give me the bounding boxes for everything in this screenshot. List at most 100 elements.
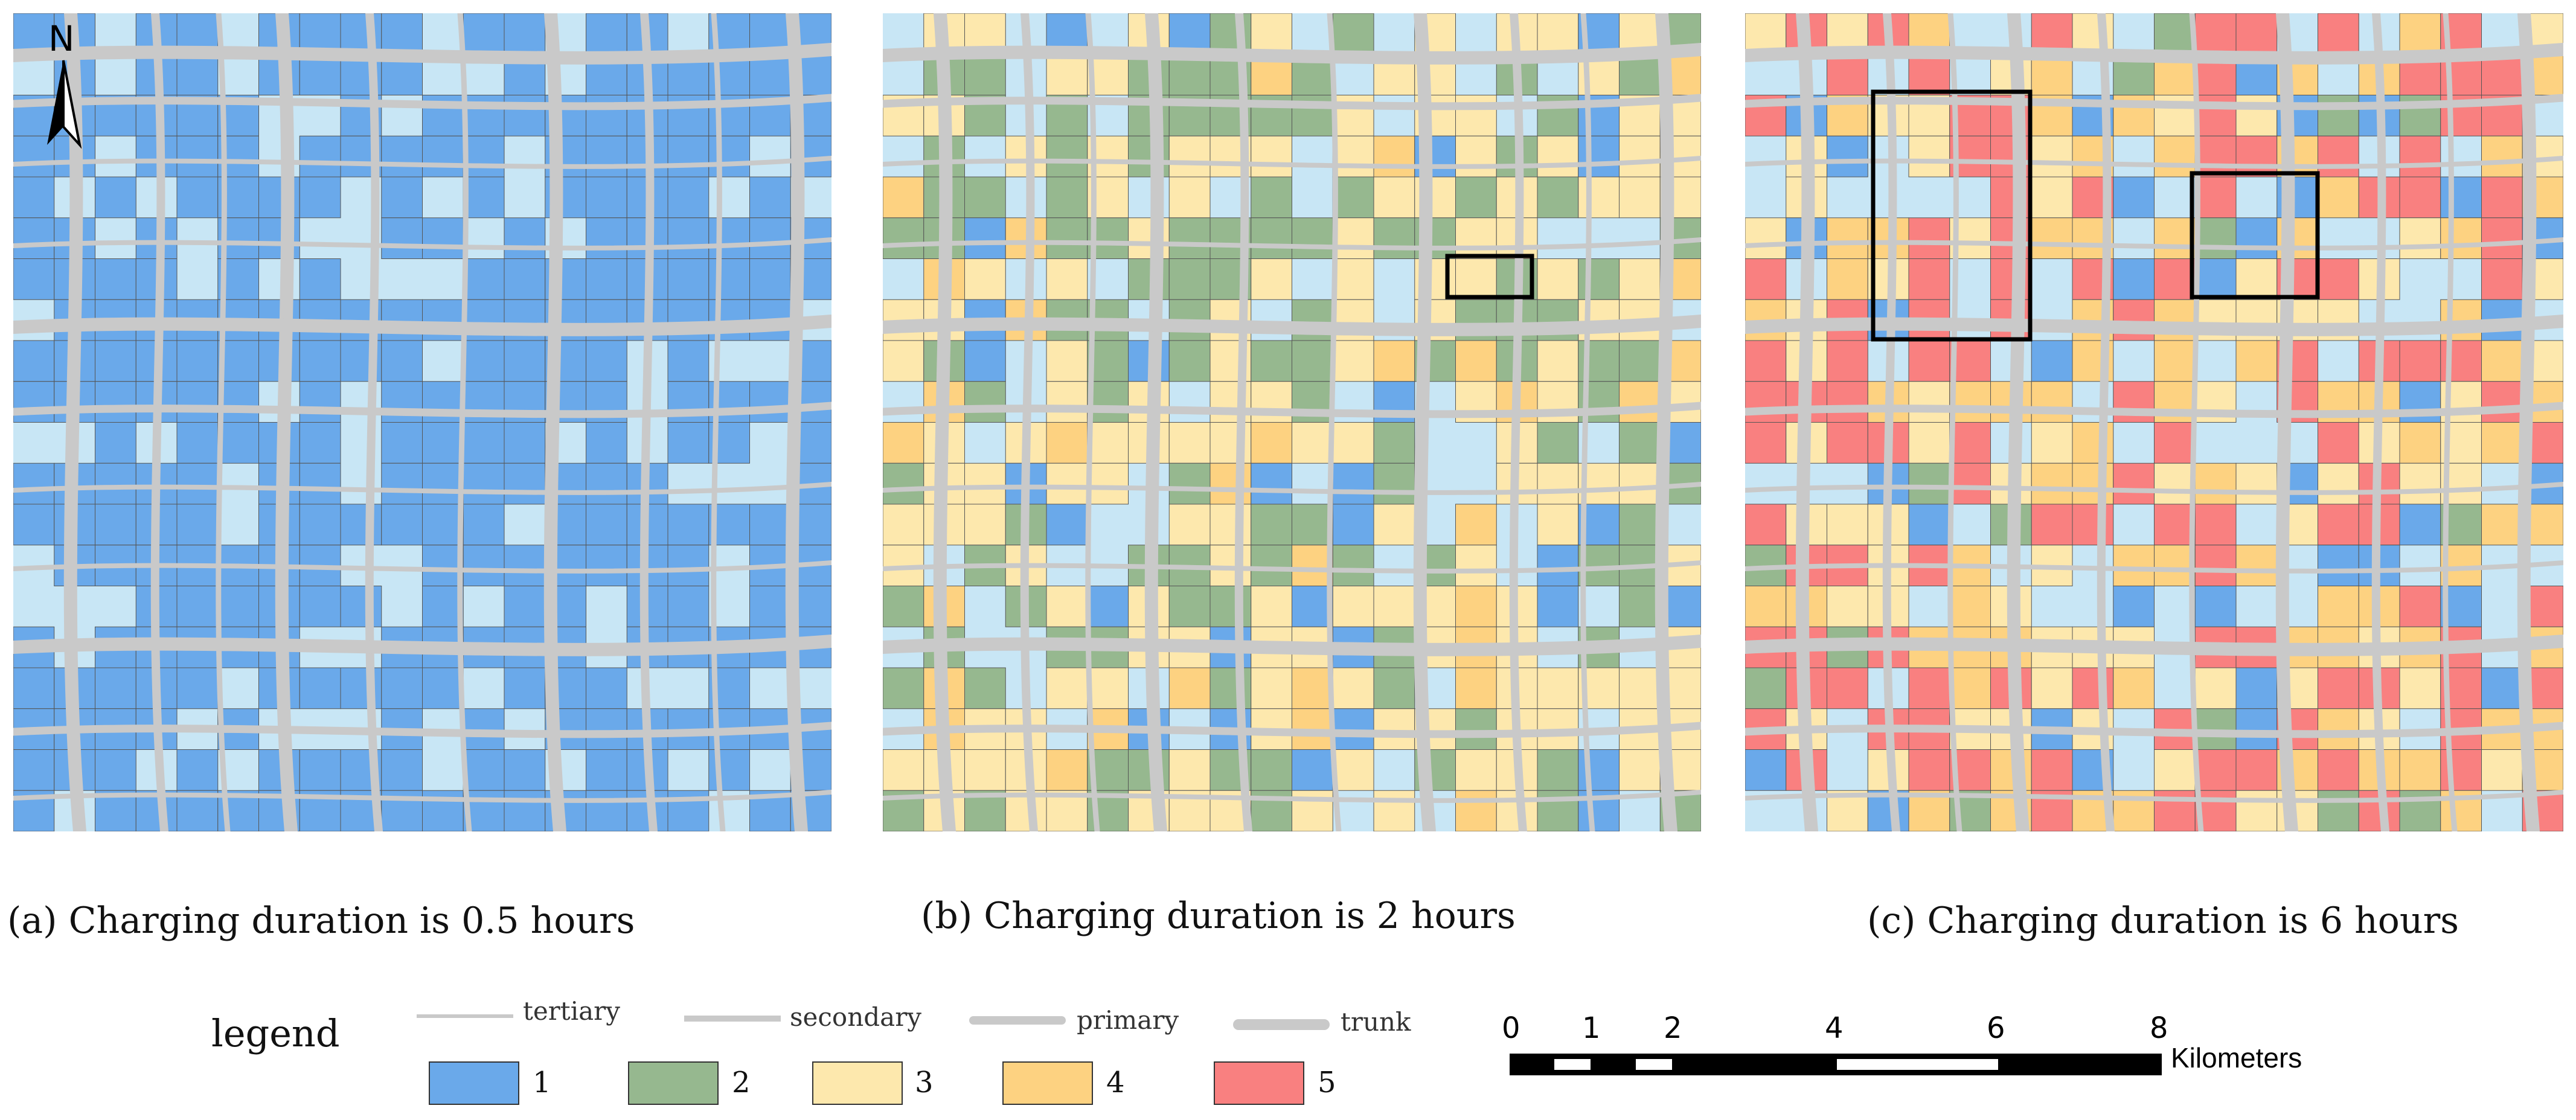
grid-cell-level-1: [2194, 258, 2237, 300]
grid-cell-level-2: [1455, 708, 1497, 750]
road-line: [883, 315, 1701, 336]
grid-cell-level-3: [1908, 381, 1950, 423]
grid-cell-level-3: [1537, 462, 1579, 505]
grid-cell-level-4: [1455, 504, 1497, 546]
grid-cell-level-1: [2235, 667, 2278, 709]
highlight-box: [1871, 89, 2033, 342]
grid-cell-level-4: [2031, 217, 2073, 259]
grid-cell-level-3: [1332, 586, 1374, 627]
legend-swatch-5: [1214, 1061, 1304, 1105]
grid-cell-level-2: [2194, 708, 2237, 750]
grid-cell-level-1: [1087, 586, 1129, 627]
grid-cell-level-1: [504, 422, 546, 464]
north-arrow-shape: [47, 60, 82, 149]
grid-cell-level-5: [2318, 422, 2359, 464]
grid-cell-level-1: [176, 749, 219, 791]
grid-cell-level-1: [381, 217, 423, 259]
road-line: [883, 482, 1701, 495]
grid-cell-level-2: [1292, 504, 1333, 546]
map-panel-c: [1745, 13, 2563, 831]
grid-cell-level-5: [2235, 749, 2278, 791]
grid-cell-level-1: [667, 504, 710, 546]
grid-cell-level-3: [2194, 667, 2237, 709]
grid-cell-level-4: [2399, 13, 2441, 55]
road-line: [883, 156, 1701, 169]
grid-cell-level-5: [1745, 258, 1787, 300]
road-line: [883, 560, 1701, 574]
grid-cell-level-3: [883, 504, 924, 546]
grid-cell-level-1: [708, 217, 750, 259]
grid-cell-level-2: [1619, 422, 1661, 464]
grid-cell-level-3: [2235, 258, 2278, 300]
road-line: [13, 790, 831, 803]
grid-cell-level-1: [176, 135, 219, 178]
grid-cell-level-1: [299, 667, 341, 709]
grid-cell-level-1: [340, 504, 382, 546]
grid-cell-level-3: [1046, 667, 1088, 709]
grid-cell-level-5: [2399, 135, 2441, 178]
scale-tick-6: 6: [1987, 1011, 2005, 1045]
grid-cell-level-5: [2194, 135, 2237, 178]
road-line: [2275, 13, 2298, 831]
grid-cell-level-4: [2154, 340, 2196, 382]
grid-cell-level-5: [1827, 340, 1868, 382]
grid-cell-level-1: [667, 340, 710, 382]
grid-cell-level-4: [1292, 545, 1333, 586]
grid-cell-level-1: [667, 176, 710, 219]
grid-cell-level-4: [2031, 462, 2073, 505]
grid-cell-level-4: [2113, 545, 2155, 586]
grid-cell-level-3: [1455, 749, 1497, 791]
grid-cell-level-1: [586, 790, 627, 831]
grid-cell-level-1: [95, 422, 136, 464]
north-arrow-icon: N: [42, 18, 103, 151]
grid-cell-level-3: [1251, 381, 1292, 423]
grid-cell-level-5: [1908, 258, 1950, 300]
map-panel-b: [883, 13, 1701, 831]
road-line: [2007, 13, 2030, 831]
grid-cell-level-3: [1537, 667, 1579, 709]
grid-cell-level-5: [2194, 749, 2237, 791]
grid-cell-level-1: [708, 258, 750, 300]
grid-cell-level-3: [1619, 176, 1661, 219]
grid-cell-level-2: [1332, 545, 1374, 586]
highlight-box: [1445, 254, 1534, 299]
grid-cell-level-1: [381, 340, 423, 382]
grid-cell-level-1: [749, 586, 791, 627]
grid-cell-level-2: [883, 462, 924, 505]
grid-cell-level-1: [422, 422, 464, 464]
grid-cell-level-1: [2031, 340, 2073, 382]
grid-cell-level-3: [1537, 340, 1579, 382]
grid-cell-level-1: [2235, 708, 2278, 750]
grid-cell-level-5: [2194, 13, 2237, 55]
road-line: [2517, 13, 2540, 831]
grid-cell-level-4: [2399, 749, 2441, 791]
grid-cell-level-3: [2235, 790, 2278, 831]
grid-cell-level-2: [1292, 217, 1333, 259]
grid-cell-level-1: [463, 13, 505, 55]
grid-cell-level-2: [1578, 258, 1620, 300]
grid-cell-level-2: [1619, 586, 1661, 627]
road-line: [883, 790, 1701, 803]
grid-cell-level-5: [2481, 217, 2523, 259]
road-line: [1745, 94, 2563, 110]
grid-cell-level-1: [749, 381, 791, 423]
grid-cell-level-1: [463, 258, 505, 300]
grid-cell-level-5: [2318, 749, 2359, 791]
grid-cell-level-1: [217, 381, 259, 423]
grid-cell-level-5: [2154, 422, 2196, 464]
grid-cell-level-1: [299, 422, 341, 464]
grid-cell-level-1: [586, 462, 627, 505]
grid-cell-level-4: [2072, 462, 2114, 505]
grid-cell-level-2: [1251, 749, 1292, 791]
grid-cell-level-1: [504, 667, 546, 709]
grid-cell-level-3: [1455, 258, 1497, 300]
grid-cell-level-2: [1373, 462, 1415, 505]
grid-cell-level-1: [504, 95, 546, 136]
grid-cell-level-4: [2318, 708, 2359, 750]
grid-cell-level-1: [504, 340, 546, 382]
grid-cell-level-1: [176, 340, 219, 382]
grid-cell-level-1: [2235, 217, 2278, 259]
grid-cell-level-1: [463, 135, 505, 178]
road-line: [1745, 722, 2563, 738]
grid-cell-level-3: [1046, 258, 1088, 300]
